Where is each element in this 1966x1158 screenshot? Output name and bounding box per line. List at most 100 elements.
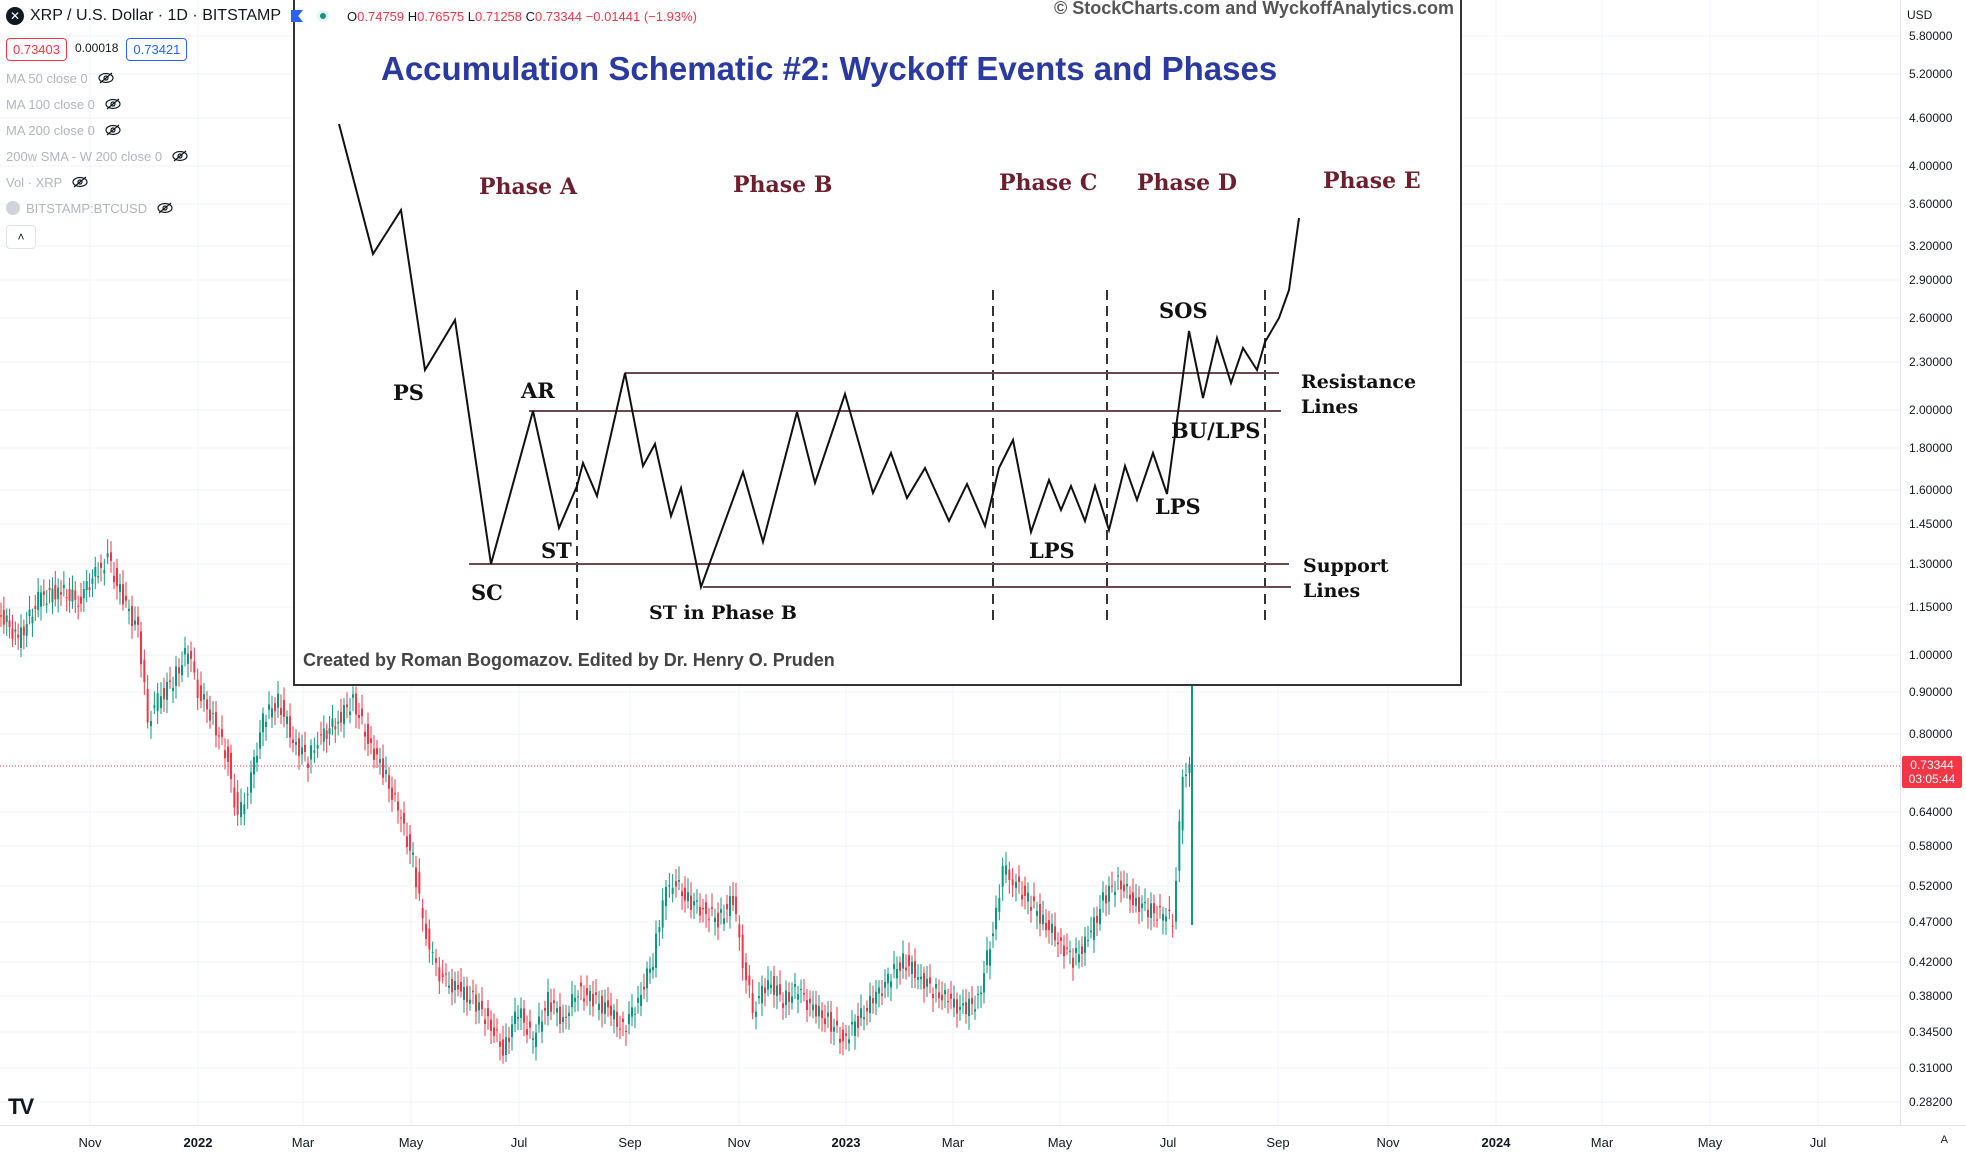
indicator-ma200[interactable]: MA 200 close 0 [6,117,697,143]
candle-body [340,712,342,723]
price-axis-label: 1.15000 [1909,600,1953,614]
candle-body [487,1008,489,1017]
candle-body [678,880,680,882]
candle-body [146,689,149,723]
candle-body [681,891,683,897]
candle-body [116,568,118,587]
schematic-credit: Created by Roman Bogomazov. Edited by Dr… [303,650,835,670]
candle-body [1153,903,1155,914]
candle-body [200,685,202,702]
candle-body [711,907,713,909]
candle-body [379,759,381,763]
candle-body [1045,922,1047,931]
candle-body [1048,920,1050,931]
candle-body [454,980,456,990]
time-axis-label: Mar [1590,1135,1614,1150]
time-axis-label: 2024 [1481,1135,1511,1150]
candle-body [619,1028,621,1030]
candle-body [274,703,276,712]
candle-body [726,904,728,910]
candle-body [57,587,60,600]
buy-price-button[interactable]: 0.73421 [126,38,188,61]
candle-body [508,1037,510,1042]
time-axis[interactable]: A Nov 2022 Mar May Jul Sep Nov 2023 Mar May Jul Sep… [0,1125,1966,1158]
candle-body [556,1008,558,1013]
symbol-title[interactable]: XRP / U.S. Dollar · 1D · BITSTAMP [30,7,282,24]
eye-off-icon[interactable] [157,202,173,214]
candle-body [773,976,775,995]
flag-icon[interactable] [291,10,303,22]
market-status-icon[interactable] [317,10,330,22]
eye-off-icon[interactable] [98,72,114,84]
indicator-btcusd[interactable]: BITSTAMP:BTCUSD [6,195,697,221]
time-axis-label: Jul [510,1135,528,1150]
ohlc-close: 0.73344 [535,8,583,24]
price-axis[interactable]: USD 5.80000 5.20000 4.60000 4.00000 3.60000 3… [1900,0,1966,1125]
spread-value: 0.00018 [75,41,119,55]
candle-body [71,589,74,602]
candle-body [812,1004,814,1011]
candle-body [770,984,772,988]
candle-body [505,1037,507,1055]
candle-body [190,650,192,659]
candle-body [839,1038,841,1043]
candle-body [953,998,955,1008]
candle-body [119,584,121,592]
candle-body [631,1007,633,1017]
candle-body [1111,885,1113,887]
candle-body [830,1012,832,1032]
candle-body [376,748,378,755]
wyckoff-schematic-image[interactable]: © StockCharts.com and WyckoffAnalytics.c… [293,0,1462,686]
candle-body [400,817,402,819]
symbol-row[interactable]: ✕ XRP / U.S. Dollar · 1D · BITSTAMP O0.7… [6,6,697,26]
chart-pane[interactable]: © StockCharts.com and WyckoffAnalytics.c… [0,0,1900,1125]
indicator-200w-sma[interactable]: 200w SMA - W 200 close 0 [6,143,697,169]
candle-body [1001,865,1004,888]
candle-body [60,592,62,595]
candle-body [295,742,297,745]
candle-body [720,909,722,913]
candle-body [128,608,130,612]
eye-off-icon[interactable] [105,98,121,110]
candle-body [827,1012,829,1017]
candle-body [397,801,399,811]
candle-body [316,744,319,749]
indicator-volume[interactable]: Vol · XRP [6,169,697,195]
candle-body [406,836,408,847]
candle-body [1099,909,1101,924]
candle-body [658,927,661,933]
sell-price-button[interactable]: 0.73403 [6,38,67,61]
candle-body [729,896,731,916]
candle-body [352,694,354,698]
auto-scale-button[interactable]: A [1940,1134,1948,1146]
candle-body [385,770,387,774]
ohlc-low-label: L [467,8,476,24]
candle-body [562,1017,564,1023]
candle-body [20,627,22,648]
event-sos: SOS [1159,298,1208,323]
candle-body [34,606,37,609]
price-axis-label: 0.64000 [1909,805,1953,819]
indicator-ma100[interactable]: MA 100 close 0 [6,91,697,117]
candle-body [292,739,294,744]
candle-body [989,949,991,966]
event-lps-phase-d: LPS [1155,494,1201,519]
candle-body [517,1017,519,1019]
indicator-ma50[interactable]: MA 50 close 0 [6,65,697,91]
eye-off-icon[interactable] [72,176,88,188]
candle-body [902,953,904,969]
candle-body [628,1014,630,1025]
candle-body [920,976,922,980]
candle-body [307,763,309,768]
eye-off-icon[interactable] [105,124,121,136]
collapse-legend-button[interactable]: ˄ [6,225,36,249]
candle-body [425,923,427,939]
time-axis-label: May [398,1135,424,1150]
candle-body [2,609,5,625]
currency-selector[interactable]: USD [1907,8,1933,22]
candle-body [475,994,477,1012]
candle-body [622,1018,624,1023]
candle-body [646,968,648,989]
tradingview-logo[interactable]: TV [8,1094,34,1119]
eye-off-icon[interactable] [172,150,188,162]
